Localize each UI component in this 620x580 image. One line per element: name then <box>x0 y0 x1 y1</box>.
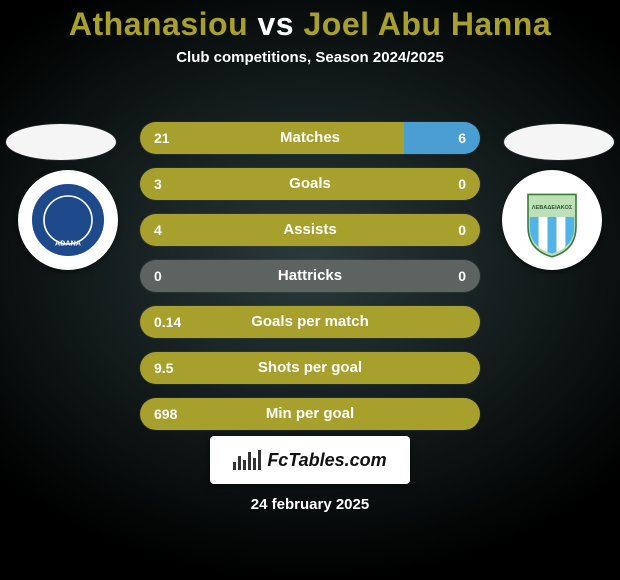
stat-value-left: 3 <box>154 168 162 200</box>
stat-bar-shots-per-goal: 9.5 Shots per goal <box>140 352 480 384</box>
left-country-ellipse <box>6 124 116 160</box>
title-left: Athanasiou <box>69 6 248 42</box>
right-country-ellipse <box>504 124 614 160</box>
stat-bars: 21 Matches 6 3 Goals 0 4 Assists 0 0 Hattricks 0 0.1… <box>140 122 480 430</box>
stat-value-left: 0.14 <box>154 306 181 338</box>
stat-label: Min per goal <box>266 398 354 430</box>
adana-crest-icon: ADANA <box>28 180 108 260</box>
page-title: Athanasiou vs Joel Abu Hanna <box>0 0 620 43</box>
levadiakos-crest-icon: ΛΕΒΑΔΕΙΑΚΟΣ <box>512 180 592 260</box>
stat-value-left: 9.5 <box>154 352 173 384</box>
stage: Athanasiou vs Joel Abu Hanna Club compet… <box>0 0 620 580</box>
stat-value-left: 21 <box>154 122 170 154</box>
stat-bar-goals-per-match: 0.14 Goals per match <box>140 306 480 338</box>
stat-bar-min-per-goal: 698 Min per goal <box>140 398 480 430</box>
stat-label: Matches <box>280 122 340 154</box>
stat-value-left: 4 <box>154 214 162 246</box>
stat-seg-left <box>140 122 404 154</box>
stat-label: Assists <box>283 214 336 246</box>
stat-value-right: 0 <box>458 168 466 200</box>
stat-label: Shots per goal <box>258 352 362 384</box>
chart-bars-icon <box>233 450 261 470</box>
stat-value-left: 0 <box>154 260 162 292</box>
stat-label: Goals <box>289 168 331 200</box>
stat-label: Goals per match <box>251 306 369 338</box>
footer-brand-logo[interactable]: FcTables.com <box>210 436 410 484</box>
svg-text:ADANA: ADANA <box>55 239 81 248</box>
stat-bar-assists: 4 Assists 0 <box>140 214 480 246</box>
title-right: Joel Abu Hanna <box>303 6 551 42</box>
left-club-badge: ADANA <box>18 170 118 270</box>
footer-date: 24 february 2025 <box>251 496 369 513</box>
svg-text:ΛΕΒΑΔΕΙΑΚΟΣ: ΛΕΒΑΔΕΙΑΚΟΣ <box>532 205 573 211</box>
subtitle: Club competitions, Season 2024/2025 <box>0 49 620 66</box>
stat-bar-goals: 3 Goals 0 <box>140 168 480 200</box>
stat-value-right: 0 <box>458 214 466 246</box>
footer-brand-text: FcTables.com <box>267 450 386 471</box>
title-vs: vs <box>248 6 303 42</box>
stat-seg-right <box>404 122 480 154</box>
stat-value-left: 698 <box>154 398 177 430</box>
stat-bar-hattricks: 0 Hattricks 0 <box>140 260 480 292</box>
stat-value-right: 0 <box>458 260 466 292</box>
stat-value-right: 6 <box>458 122 466 154</box>
stat-label: Hattricks <box>278 260 342 292</box>
right-club-badge: ΛΕΒΑΔΕΙΑΚΟΣ <box>502 170 602 270</box>
stat-bar-matches: 21 Matches 6 <box>140 122 480 154</box>
